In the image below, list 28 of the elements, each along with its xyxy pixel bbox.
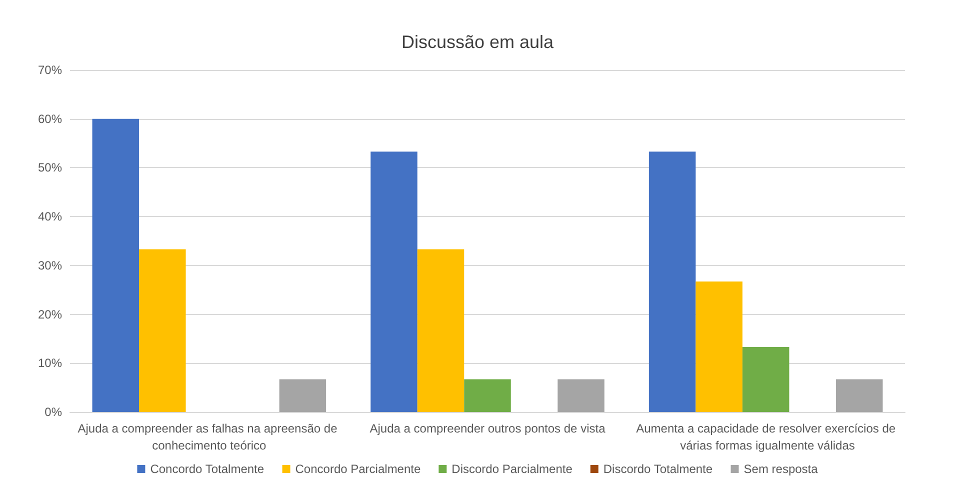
- bar: [139, 249, 186, 412]
- y-tick-label: 10%: [38, 356, 62, 370]
- bar: [417, 249, 464, 412]
- bar: [370, 152, 418, 412]
- legend-label: Discordo Parcialmente: [452, 462, 573, 476]
- legend-label: Concordo Totalmente: [150, 462, 264, 476]
- bar: [92, 118, 140, 412]
- x-tick-label: Ajuda a compreender outros pontos de vista: [370, 422, 606, 436]
- bar: [696, 282, 742, 412]
- legend-label: Sem resposta: [744, 462, 818, 476]
- y-tick-label: 30%: [38, 258, 62, 272]
- bar: [742, 347, 790, 412]
- y-tick-label: 20%: [38, 307, 62, 322]
- legend-label: Discordo Totalmente: [603, 462, 713, 476]
- y-tick-label: 40%: [38, 210, 62, 224]
- y-tick-label: 0%: [44, 405, 62, 419]
- bar: [648, 152, 696, 412]
- y-tick-label: 70%: [38, 63, 62, 77]
- chart-title: Discussão em aula: [401, 32, 555, 52]
- y-tick-label: 50%: [38, 160, 62, 175]
- bar: [464, 379, 511, 412]
- bar: [279, 379, 326, 412]
- legend-label: Concordo Parcialmente: [295, 462, 421, 476]
- bar: [558, 379, 604, 412]
- x-tick-label: Ajuda a compreender as falhas na apreensão de conhecimento teórico: [78, 422, 341, 452]
- x-tick-label: Aumenta a capacidade de resolver exercícios de várias formas igualmente válidas: [636, 422, 896, 452]
- y-tick-label: 60%: [38, 112, 62, 126]
- bar: [836, 379, 883, 412]
